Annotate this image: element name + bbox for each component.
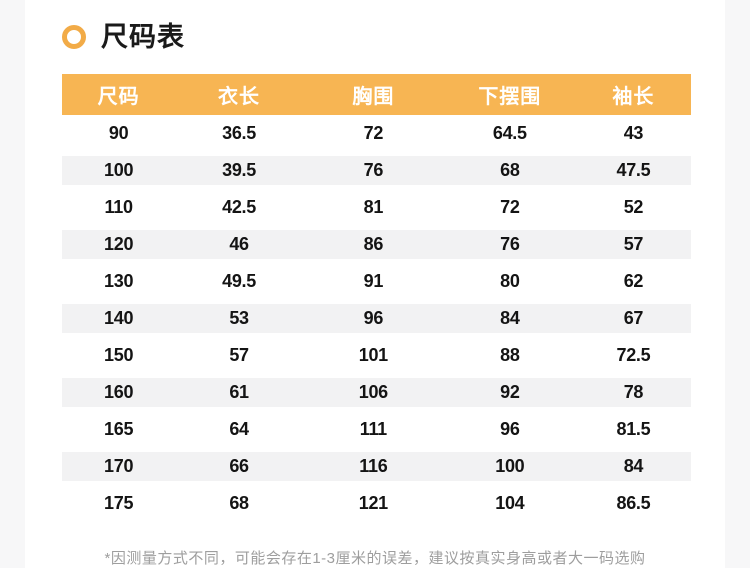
table-cell: 49.5 xyxy=(222,271,256,291)
table-cell: 81.5 xyxy=(616,419,651,439)
table-cell: 140 xyxy=(104,308,134,328)
table-cell: 53 xyxy=(229,308,249,328)
content-area: 尺码表 尺码 衣长 胸围 下摆围 袖长 90 36.5 72 64.5 43 100 39.5 76 6… xyxy=(25,0,725,568)
table-cell: 64.5 xyxy=(492,123,527,143)
table-body: 90 36.5 72 64.5 43 100 39.5 76 68 47.5 110 42.5 81 72… xyxy=(62,115,691,522)
page-title: 尺码表 xyxy=(101,22,185,52)
table-cell: 86.5 xyxy=(616,493,651,513)
table-row: 100 39.5 76 68 47.5 xyxy=(62,152,691,189)
table-cell: 91 xyxy=(363,271,384,291)
table-cell: 46 xyxy=(229,234,249,254)
table-cell: 116 xyxy=(359,456,388,476)
table-cell: 170 xyxy=(104,456,134,476)
table-cell: 64 xyxy=(229,419,249,439)
table-cell: 57 xyxy=(623,234,644,254)
section-title: 尺码表 xyxy=(62,22,725,52)
table-row: 90 36.5 72 64.5 43 xyxy=(62,115,691,152)
table-cell: 68 xyxy=(229,493,249,513)
table-cell: 130 xyxy=(104,271,134,291)
header-cell: 尺码 xyxy=(97,86,140,108)
table-row: 120 46 86 76 57 xyxy=(62,226,691,263)
table-cell: 62 xyxy=(623,271,644,291)
table-cell: 76 xyxy=(363,160,384,180)
table-row: 150 57 101 88 72.5 xyxy=(62,337,691,374)
table-cell: 121 xyxy=(358,493,388,513)
table-header-row: 尺码 衣长 胸围 下摆围 袖长 xyxy=(62,74,691,115)
table-cell: 57 xyxy=(229,345,249,365)
table-cell: 90 xyxy=(108,123,129,143)
table-cell: 110 xyxy=(104,197,133,217)
table-cell: 84 xyxy=(623,456,644,476)
table-cell: 120 xyxy=(104,234,134,254)
header-cell: 衣长 xyxy=(218,86,261,108)
table-row: 140 53 96 84 67 xyxy=(62,300,691,337)
table-cell: 66 xyxy=(229,456,249,476)
table-cell: 88 xyxy=(500,345,520,365)
header-cell: 袖长 xyxy=(612,86,655,108)
table-cell: 78 xyxy=(623,382,644,402)
table-row: 110 42.5 81 72 52 xyxy=(62,189,691,226)
table-cell: 96 xyxy=(363,308,384,328)
table-cell: 175 xyxy=(104,493,134,513)
table-cell: 106 xyxy=(358,382,388,402)
table-cell: 76 xyxy=(500,234,520,254)
size-table: 尺码 衣长 胸围 下摆围 袖长 90 36.5 72 64.5 43 100 39.5 76 68 47.… xyxy=(62,74,691,522)
table-cell: 84 xyxy=(500,308,520,328)
table-cell: 104 xyxy=(495,493,525,513)
table-cell: 92 xyxy=(500,382,520,402)
footnote: *因测量方式不同，可能会存在1-3厘米的误差，建议按真实身高或者大一码选购 xyxy=(104,550,646,567)
table-row: 160 61 106 92 78 xyxy=(62,374,691,411)
table-cell: 80 xyxy=(500,271,520,291)
table-cell: 52 xyxy=(623,197,644,217)
table-cell: 100 xyxy=(495,456,525,476)
table-cell: 68 xyxy=(500,160,520,180)
table-row: 175 68 121 104 86.5 xyxy=(62,485,691,522)
table-row: 170 66 116 100 84 xyxy=(62,448,691,485)
header-cell: 下摆围 xyxy=(478,86,542,108)
table-cell: 160 xyxy=(104,382,134,402)
table-cell: 42.5 xyxy=(222,197,256,217)
table-cell: 111 xyxy=(359,419,387,439)
table-cell: 72 xyxy=(363,123,384,143)
table-cell: 165 xyxy=(104,419,134,439)
table-cell: 100 xyxy=(104,160,134,180)
table-cell: 67 xyxy=(623,308,644,328)
table-cell: 47.5 xyxy=(616,160,651,180)
table-row: 165 64 111 96 81.5 xyxy=(62,411,691,448)
table-cell: 96 xyxy=(500,419,520,439)
table-cell: 72.5 xyxy=(616,345,651,365)
ring-icon xyxy=(62,25,86,49)
table-row: 130 49.5 91 80 62 xyxy=(62,263,691,300)
table-cell: 101 xyxy=(358,345,388,365)
table-cell: 39.5 xyxy=(222,160,256,180)
table-cell: 150 xyxy=(104,345,134,365)
table-cell: 43 xyxy=(623,123,644,143)
table-cell: 81 xyxy=(363,197,384,217)
table-cell: 61 xyxy=(229,382,249,402)
table-cell: 72 xyxy=(500,197,520,217)
table-cell: 86 xyxy=(363,234,384,254)
header-cell: 胸围 xyxy=(352,86,395,108)
table-cell: 36.5 xyxy=(222,123,256,143)
